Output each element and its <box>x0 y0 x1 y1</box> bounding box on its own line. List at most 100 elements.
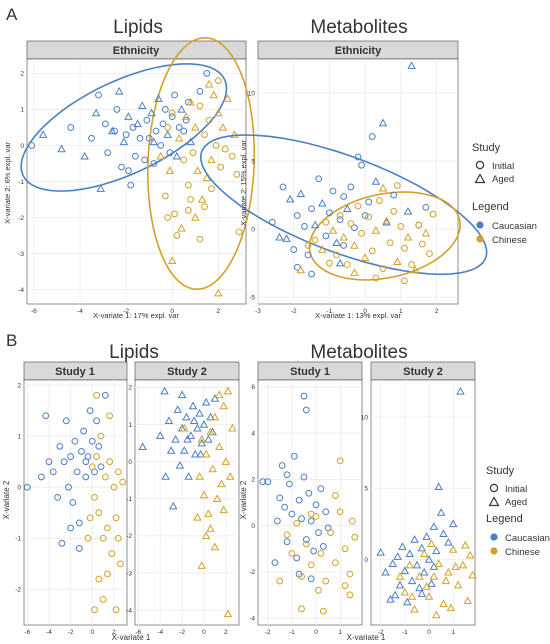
caucasian-initial-point <box>136 134 144 142</box>
caucasian-initial-point <box>307 575 315 583</box>
plot-background <box>370 379 476 626</box>
x-tick-label: -6 <box>135 629 141 636</box>
chinese-initial-point <box>348 517 356 525</box>
caucasian-initial-point <box>127 181 135 189</box>
chinese-aged-point <box>209 90 218 99</box>
y-tick-label: 1 <box>128 422 132 429</box>
b-lipids-ylabel: X-variate 2 <box>2 480 11 519</box>
caucasian-initial-point <box>293 212 301 219</box>
chinese-aged-point <box>419 549 429 557</box>
chinese-initial-point <box>161 192 169 200</box>
caucasian-aged-point <box>210 394 220 402</box>
caucasian-aged-point <box>407 576 417 585</box>
caucasian-initial-point <box>182 116 190 124</box>
caucasian-initial-point <box>125 167 132 175</box>
caucasian-initial-point <box>86 407 94 415</box>
chinese-initial-point <box>346 570 354 578</box>
chinese-aged-point <box>212 494 222 503</box>
chinese-initial-point <box>336 508 344 516</box>
chinese-initial-point <box>298 573 305 580</box>
caucasian-initial-point <box>322 508 330 516</box>
chinese-initial-point <box>91 493 98 501</box>
legend-a-chinese-symbol <box>476 235 484 243</box>
x-tick-label: 0 <box>202 629 206 636</box>
caucasian-initial-point <box>264 478 272 486</box>
caucasian-aged-point <box>166 446 176 454</box>
y-tick-label: -2 <box>15 587 21 594</box>
caucasian-aged-point <box>133 119 142 128</box>
chinese-initial-point <box>104 570 111 578</box>
caucasian-aged-point <box>196 449 205 458</box>
chinese-aged-point <box>395 572 405 580</box>
caucasian-initial-point <box>56 442 64 450</box>
caucasian-initial-point <box>73 468 81 476</box>
caucasian-initial-point <box>298 515 305 523</box>
caucasian-aged-point <box>199 420 209 428</box>
legend-a-chinese-label: Chinese <box>492 235 527 246</box>
caucasian-aged-point <box>38 130 48 138</box>
x-tick-label: -6 <box>24 629 30 636</box>
x-tick-label: 0 <box>363 308 367 315</box>
a-lipids-plot: -6 -4 -2 0 2 -4 -3 -2 -1 0 1 2 <box>18 36 256 315</box>
caucasian-aged-point <box>171 434 180 443</box>
chinese-initial-point <box>95 509 103 517</box>
chinese-initial-point <box>88 463 96 471</box>
chinese-aged-point <box>429 572 439 580</box>
chinese-aged-point <box>199 490 209 499</box>
caucasian-initial-point <box>308 270 315 278</box>
chinese-aged-point <box>221 457 231 465</box>
legend-b-caucasian-label: Caucasian <box>505 533 550 544</box>
x-tick-label: 0 <box>90 629 94 636</box>
chinese-initial-point <box>293 519 301 527</box>
caucasian-initial-point <box>196 88 204 95</box>
chinese-aged-point <box>407 592 417 600</box>
caucasian-initial-point <box>271 559 279 566</box>
chinese-aged-point <box>378 183 388 192</box>
caucasian-initial-point <box>37 473 45 481</box>
chinese-initial-point <box>106 412 114 420</box>
chinese-initial-point <box>418 240 426 248</box>
chinese-aged-point <box>451 562 460 570</box>
chinese-initial-point <box>322 218 330 226</box>
caucasian-aged-point <box>419 567 429 576</box>
caucasian-initial-point <box>113 106 121 113</box>
chinese-aged-point <box>228 423 237 432</box>
chinese-aged-point <box>193 512 202 521</box>
chinese-initial-point <box>326 259 333 267</box>
chinese-aged-point <box>191 123 200 131</box>
chinese-initial-point <box>302 540 310 548</box>
chinese-initial-point <box>408 261 415 268</box>
chinese-initial-point <box>341 582 349 590</box>
caucasian-aged-point <box>160 386 169 395</box>
caucasian-initial-point <box>97 463 105 471</box>
chinese-ellipse <box>308 191 462 281</box>
caucasian-aged-point <box>412 560 422 569</box>
y-tick-label: -4 <box>126 607 132 614</box>
chinese-initial-point <box>298 605 305 613</box>
chinese-initial-point <box>196 102 204 110</box>
chinese-initial-point <box>390 208 398 215</box>
caucasian-aged-point <box>376 547 385 556</box>
chinese-initial-point <box>95 575 103 583</box>
caucasian-initial-point <box>302 536 310 543</box>
caucasian-aged-point <box>163 130 172 138</box>
caucasian-initial-point <box>276 494 284 502</box>
a-metabolites-xlabel: X-variate 1: 13% expl. var <box>315 311 401 320</box>
x-tick-label: -4 <box>77 308 83 315</box>
x-tick-label: -6 <box>31 308 37 315</box>
caucasian-initial-point <box>75 519 83 527</box>
x-tick-label: 2 <box>112 629 116 636</box>
caucasian-initial-point <box>340 242 348 249</box>
caucasian-aged-point <box>155 431 165 439</box>
caucasian-aged-point <box>149 137 159 146</box>
chinese-aged-point <box>191 213 200 221</box>
chinese-aged-point <box>197 434 207 443</box>
chinese-aged-point <box>400 587 410 596</box>
chinese-initial-point <box>168 109 176 117</box>
caucasian-initial-point <box>75 545 83 552</box>
plot-background <box>134 379 240 626</box>
a-metabolites-title: Metabolites <box>310 17 407 38</box>
caucasian-initial-point <box>141 156 148 164</box>
caucasian-initial-point <box>317 485 325 493</box>
chinese-aged-point <box>197 561 207 569</box>
